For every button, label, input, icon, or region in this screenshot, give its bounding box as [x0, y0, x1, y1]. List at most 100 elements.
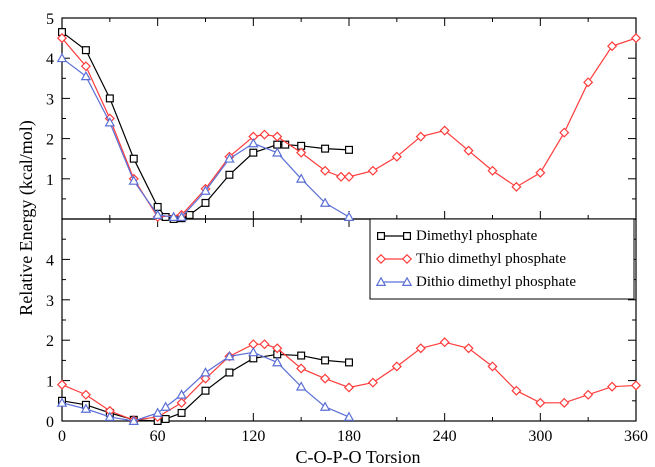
- bottom-series-line-dithio: [61, 351, 350, 422]
- bottom-dithio-point-2: [104, 411, 116, 421]
- top-dimethyl-point-3: [129, 154, 138, 163]
- legend-sample-dimethyl: [377, 232, 412, 241]
- legend-label-dithio: Dithio dimethyl phosphate: [416, 274, 576, 290]
- bottom-dithio-point-8: [224, 350, 235, 361]
- bottom-thio-point-16: [415, 343, 426, 354]
- top-thio-point-21: [511, 181, 522, 192]
- legend-item-dimethyl: Dimethyl phosphate: [377, 228, 538, 244]
- bottom-y-tick-label-3: 3: [46, 293, 54, 310]
- legend-box: [369, 218, 635, 300]
- top-thio-point-12: [320, 165, 331, 176]
- legend-item-dithio: Dithio dimethyl phosphate: [375, 274, 576, 290]
- bottom-dithio-point-13: [343, 411, 355, 421]
- top-thio-point-25: [607, 41, 618, 52]
- top-dithio-point-8: [224, 153, 235, 163]
- x-tick-label-300: 300: [528, 428, 552, 445]
- top-dimethyl-point-4: [153, 202, 162, 211]
- legend: Dimethyl phosphate Thio dimethyl phospha…: [369, 218, 635, 300]
- y-axis-title: Relative Energy (kcal/mol): [16, 120, 37, 316]
- top-thio-point-17: [415, 131, 426, 142]
- x-tick-label-240: 240: [433, 428, 457, 445]
- x-tick-label-120: 120: [241, 428, 265, 445]
- legend-label-dimethyl: Dimethyl phosphate: [416, 228, 538, 244]
- bottom-y-tick-label-4: 4: [46, 252, 54, 269]
- bottom-thio-point-20: [511, 385, 522, 396]
- top-thio-point-19: [463, 145, 474, 156]
- top-dithio-point-9: [248, 137, 259, 148]
- bottom-thio-point-17: [439, 337, 450, 348]
- top-dithio-point-12: [319, 197, 331, 207]
- legend-marker-left-1: [375, 253, 387, 265]
- tick-labels-layer: 1 2 3 4 5 0 1 2 3 4 0 60 120 180 240 300 360: [46, 11, 648, 445]
- bottom-dimethyl-point-7: [201, 386, 210, 395]
- top-dithio-point-0: [56, 52, 68, 63]
- bottom-y-tick-label-2: 2: [46, 333, 54, 350]
- bottom-thio-point-18: [463, 343, 474, 354]
- bottom-thio-point-10: [272, 343, 283, 354]
- bottom-dithio-point-0: [56, 397, 68, 407]
- top-y-tick-label-1: 1: [46, 172, 54, 189]
- top-thio-point-13: [335, 171, 347, 182]
- legend-marker-left-2: [375, 276, 387, 286]
- top-dimethyl-point-10: [225, 170, 234, 179]
- top-thio-point-26: [630, 33, 642, 44]
- bottom-dithio-point-3: [128, 415, 139, 425]
- bottom-thio-point-0: [56, 379, 68, 390]
- top-dithio-point-3: [128, 175, 139, 185]
- legend-sample-dithio: [375, 276, 413, 286]
- legend-marker-left-0: [377, 232, 386, 241]
- bottom-thio-point-21: [535, 397, 546, 408]
- top-dithio-point-7: [200, 185, 211, 195]
- bottom-thio-point-11: [296, 363, 307, 374]
- bottom-y-tick-label-1: 1: [46, 374, 54, 391]
- top-thio-point-11: [296, 147, 307, 158]
- top-thio-point-18: [439, 125, 450, 136]
- bottom-thio-point-9: [259, 339, 270, 350]
- bottom-dimethyl-point-5: [161, 414, 170, 423]
- bottom-dithio-point-10: [272, 356, 283, 367]
- bottom-dithio-point-1: [80, 403, 92, 413]
- top-dimethyl-point-11: [249, 148, 258, 157]
- top-thio-point-9: [259, 129, 270, 140]
- bottom-dimethyl-point-13: [345, 358, 354, 367]
- top-dithio-point-10: [272, 147, 283, 157]
- bottom-thio-point-25: [630, 380, 642, 391]
- legend-label-thio: Thio dimethyl phosphate: [416, 251, 566, 267]
- bottom-thio-point-24: [607, 381, 618, 392]
- x-tick-label-60: 60: [150, 428, 166, 445]
- top-dimethyl-point-15: [321, 144, 330, 153]
- bottom-dithio-point-11: [295, 381, 307, 391]
- bottom-dimethyl-point-11: [297, 351, 306, 360]
- top-thio-point-1: [80, 61, 91, 72]
- top-thio-point-14: [343, 171, 355, 182]
- top-dimethyl-point-8: [185, 210, 194, 219]
- x-axis-title: C-O-P-O Torsion: [296, 447, 421, 467]
- bottom-thio-point-23: [583, 389, 594, 400]
- bottom-series-line-thio: [61, 341, 637, 421]
- bottom-dimethyl-point-8: [225, 368, 234, 377]
- top-thio-point-23: [559, 127, 570, 138]
- bottom-dithio-point-9: [248, 346, 259, 357]
- top-thio-point-22: [535, 167, 546, 178]
- top-dithio-point-6: [176, 211, 187, 221]
- legend-marker-right-2: [401, 276, 413, 286]
- bottom-dimethyl-point-12: [321, 356, 330, 365]
- top-dithio-point-4: [152, 209, 163, 219]
- top-y-tick-label-4: 4: [46, 51, 54, 68]
- legend-item-thio: Thio dimethyl phosphate: [375, 251, 566, 267]
- top-dimethyl-point-16: [345, 145, 354, 154]
- top-y-tick-label-3: 3: [46, 91, 54, 108]
- bottom-dithio-point-12: [319, 401, 331, 411]
- top-thio-point-24: [583, 77, 594, 88]
- series-layer: [56, 28, 642, 426]
- top-dimethyl-point-12: [273, 140, 282, 149]
- bottom-thio-point-19: [487, 361, 498, 372]
- top-thio-point-0: [56, 33, 68, 44]
- bottom-dithio-point-7: [200, 367, 211, 377]
- bottom-dimethyl-point-6: [177, 408, 186, 417]
- top-dithio-point-2: [104, 117, 116, 127]
- bottom-thio-point-22: [559, 397, 570, 408]
- x-tick-label-0: 0: [58, 428, 66, 445]
- top-thio-point-16: [391, 151, 402, 162]
